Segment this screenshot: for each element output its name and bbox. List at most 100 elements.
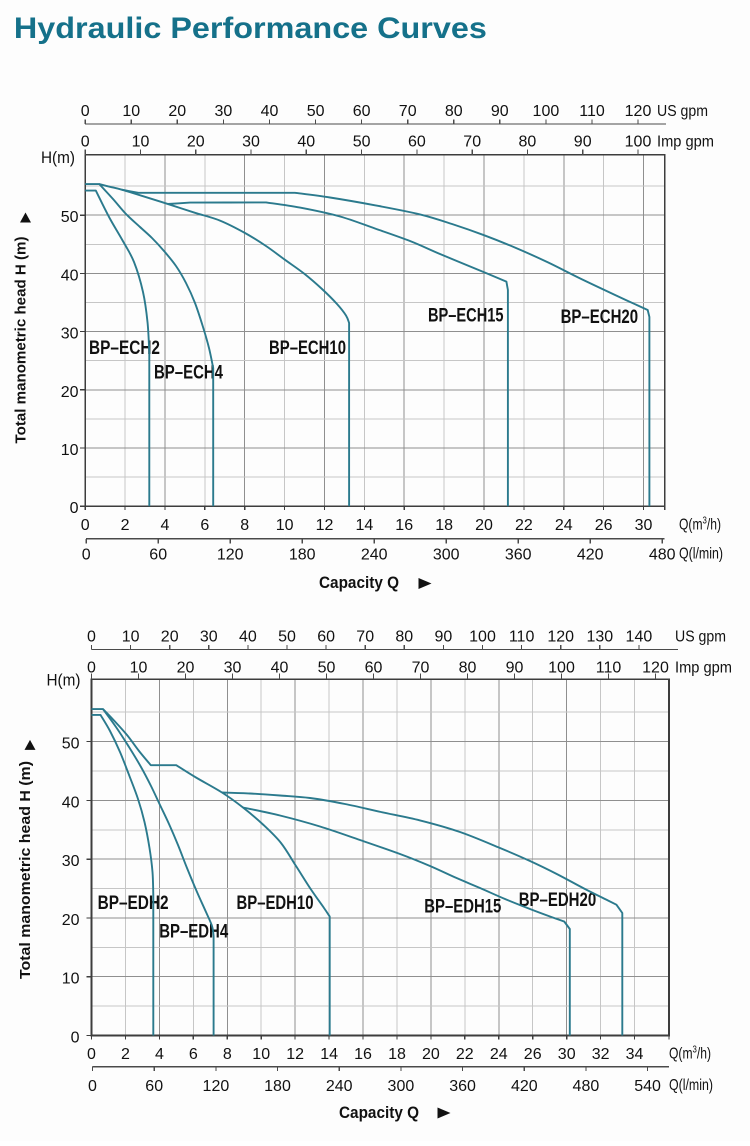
svg-text:Imp gpm: Imp gpm xyxy=(675,660,732,677)
svg-text:12: 12 xyxy=(316,517,334,534)
svg-text:0: 0 xyxy=(70,500,79,517)
svg-text:40: 40 xyxy=(62,794,80,811)
svg-text:US gpm: US gpm xyxy=(675,629,726,646)
svg-text:100: 100 xyxy=(625,133,652,150)
svg-text:0: 0 xyxy=(71,1030,80,1047)
svg-text:80: 80 xyxy=(395,629,413,646)
svg-text:12: 12 xyxy=(286,1046,304,1063)
svg-text:0: 0 xyxy=(82,547,91,564)
svg-text:30: 30 xyxy=(635,517,653,534)
svg-text:10: 10 xyxy=(132,133,150,150)
svg-text:10: 10 xyxy=(62,971,80,988)
svg-text:300: 300 xyxy=(433,547,460,564)
svg-text:Q(m3/h): Q(m3/h) xyxy=(679,516,721,534)
svg-text:10: 10 xyxy=(276,517,294,534)
svg-text:BP–EDH4: BP–EDH4 xyxy=(159,921,228,942)
svg-text:100: 100 xyxy=(469,629,496,646)
svg-text:20: 20 xyxy=(422,1046,440,1063)
svg-text:24: 24 xyxy=(555,517,573,534)
svg-text:110: 110 xyxy=(596,660,622,677)
svg-text:22: 22 xyxy=(515,517,533,534)
svg-text:80: 80 xyxy=(459,660,477,677)
svg-text:BP–ECH4: BP–ECH4 xyxy=(154,363,223,384)
svg-text:50: 50 xyxy=(353,133,371,150)
svg-text:60: 60 xyxy=(145,1078,163,1095)
svg-text:70: 70 xyxy=(356,629,374,646)
svg-text:60: 60 xyxy=(365,660,383,677)
svg-text:50: 50 xyxy=(307,103,325,120)
svg-text:100: 100 xyxy=(548,660,575,677)
svg-text:60: 60 xyxy=(353,103,371,120)
svg-text:120: 120 xyxy=(203,1078,230,1095)
svg-text:14: 14 xyxy=(356,517,374,534)
svg-text:0: 0 xyxy=(81,133,90,150)
svg-text:18: 18 xyxy=(435,517,453,534)
svg-text:20: 20 xyxy=(61,384,79,401)
svg-text:34: 34 xyxy=(626,1046,644,1063)
svg-text:2: 2 xyxy=(121,517,130,534)
svg-text:60: 60 xyxy=(408,133,426,150)
svg-text:BP–EDH2: BP–EDH2 xyxy=(98,893,169,914)
svg-text:10: 10 xyxy=(130,660,148,677)
svg-text:10: 10 xyxy=(252,1046,270,1063)
svg-text:20: 20 xyxy=(161,629,179,646)
svg-text:240: 240 xyxy=(326,1078,353,1095)
svg-text:70: 70 xyxy=(463,133,481,150)
svg-text:90: 90 xyxy=(491,103,509,120)
svg-text:16: 16 xyxy=(395,517,413,534)
svg-text:50: 50 xyxy=(278,629,296,646)
svg-text:30: 30 xyxy=(215,103,233,120)
svg-text:H(m): H(m) xyxy=(41,148,75,167)
svg-text:18: 18 xyxy=(388,1046,406,1063)
svg-text:360: 360 xyxy=(505,547,532,564)
svg-text:Q(m3/h): Q(m3/h) xyxy=(669,1045,711,1063)
svg-text:360: 360 xyxy=(449,1078,476,1095)
svg-text:0: 0 xyxy=(81,103,90,120)
svg-text:10: 10 xyxy=(61,442,79,459)
svg-text:120: 120 xyxy=(642,660,669,677)
svg-text:0: 0 xyxy=(87,660,96,677)
svg-text:110: 110 xyxy=(579,103,605,120)
svg-text:16: 16 xyxy=(354,1046,372,1063)
svg-text:22: 22 xyxy=(456,1046,474,1063)
svg-text:40: 40 xyxy=(261,103,279,120)
svg-text:10: 10 xyxy=(122,629,140,646)
svg-text:20: 20 xyxy=(62,912,80,929)
svg-text:0: 0 xyxy=(87,629,96,646)
svg-text:4: 4 xyxy=(155,1046,164,1063)
svg-text:32: 32 xyxy=(592,1046,610,1063)
svg-text:80: 80 xyxy=(445,103,463,120)
svg-text:Total manometric head H (m): Total manometric head H (m) xyxy=(17,761,34,979)
svg-text:60: 60 xyxy=(317,629,335,646)
svg-text:Q(l/min): Q(l/min) xyxy=(669,1077,713,1094)
svg-text:BP–EDH15: BP–EDH15 xyxy=(424,897,501,918)
svg-text:8: 8 xyxy=(223,1046,232,1063)
svg-text:26: 26 xyxy=(524,1046,542,1063)
svg-text:50: 50 xyxy=(62,736,80,753)
svg-text:BP–EDH10: BP–EDH10 xyxy=(237,893,314,914)
svg-text:70: 70 xyxy=(399,103,417,120)
svg-text:110: 110 xyxy=(509,629,535,646)
svg-text:8: 8 xyxy=(240,517,249,534)
svg-text:90: 90 xyxy=(574,133,592,150)
svg-text:Capacity Q: Capacity Q xyxy=(339,1104,419,1122)
svg-text:60: 60 xyxy=(149,547,167,564)
svg-text:240: 240 xyxy=(361,547,388,564)
svg-text:40: 40 xyxy=(61,267,79,284)
svg-text:Q(l/min): Q(l/min) xyxy=(679,546,723,563)
svg-text:30: 30 xyxy=(61,326,79,343)
svg-text:Imp gpm: Imp gpm xyxy=(657,133,714,150)
svg-text:0: 0 xyxy=(88,1078,97,1095)
svg-text:20: 20 xyxy=(475,517,493,534)
svg-text:BP–ECH10: BP–ECH10 xyxy=(269,338,346,359)
svg-text:26: 26 xyxy=(595,517,613,534)
svg-text:0: 0 xyxy=(87,1046,96,1063)
svg-text:20: 20 xyxy=(177,660,195,677)
svg-text:70: 70 xyxy=(412,660,430,677)
svg-text:30: 30 xyxy=(62,853,80,870)
svg-text:50: 50 xyxy=(318,660,336,677)
svg-text:6: 6 xyxy=(189,1046,198,1063)
svg-text:90: 90 xyxy=(435,629,453,646)
svg-text:140: 140 xyxy=(626,629,653,646)
svg-text:10: 10 xyxy=(122,103,140,120)
